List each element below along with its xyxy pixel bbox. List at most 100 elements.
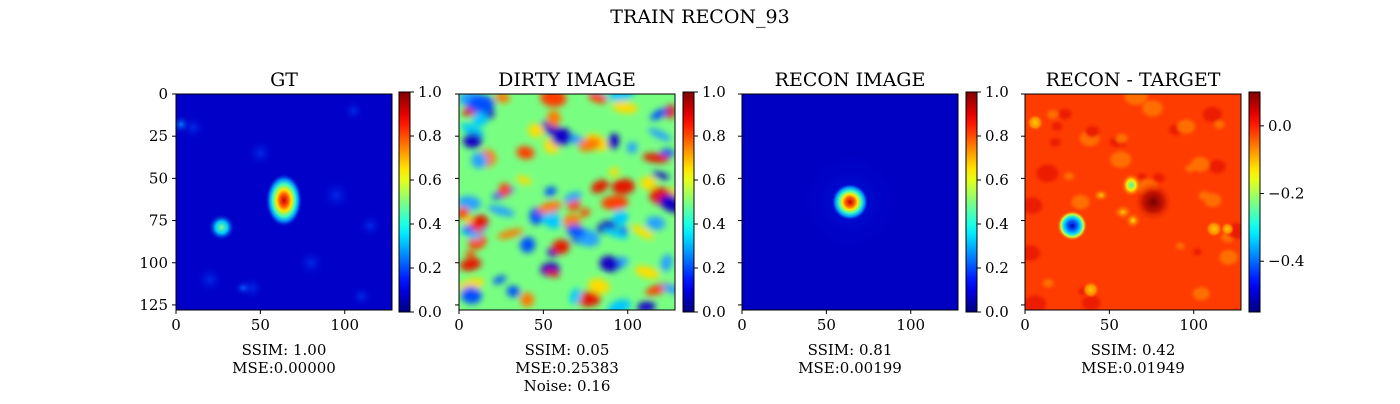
image-frame — [1024, 93, 1242, 311]
noise-blob — [459, 258, 482, 271]
colorbar-tick-label: 0.4 — [702, 215, 726, 233]
noise-blob — [473, 214, 489, 229]
under-estimate — [1121, 173, 1142, 197]
residual-blob — [1026, 114, 1044, 132]
metric-caption: MSE:0.01949 — [1081, 359, 1185, 377]
noise-blob — [540, 94, 567, 107]
noise-blob — [660, 254, 673, 272]
noise-blob — [492, 275, 507, 285]
noise-blob — [551, 128, 572, 147]
colorbar-tick-label: 0.0 — [418, 303, 442, 321]
metric-caption: MSE:0.00000 — [232, 359, 336, 377]
noise-blob — [506, 285, 520, 298]
noise-blob — [642, 153, 670, 163]
recon-source — [831, 183, 869, 221]
noise-blob — [659, 194, 675, 213]
colorbar-tick-label: −0.4 — [1268, 252, 1304, 270]
colorbar-tick-label: 0.8 — [702, 127, 726, 145]
noise-blob — [487, 205, 515, 217]
metric-caption: SSIM: 0.81 — [808, 341, 893, 359]
noise-blob — [601, 195, 629, 210]
primary-source — [265, 173, 303, 228]
metric-caption: MSE:0.00199 — [798, 359, 902, 377]
noise-blob — [520, 292, 535, 308]
noise-blob — [551, 239, 570, 255]
figure-suptitle: TRAIN RECON_93 — [610, 6, 790, 28]
colorbar — [1248, 91, 1261, 313]
under-estimate — [1124, 212, 1142, 229]
panel-title: DIRTY IMAGE — [498, 69, 636, 91]
x-tick-label: 100 — [896, 316, 925, 334]
x-tick-label: 50 — [1100, 316, 1119, 334]
background-blob — [295, 247, 327, 278]
colorbar — [965, 91, 978, 313]
noise-blob — [591, 179, 609, 194]
noise-blob — [607, 133, 620, 150]
x-tick-label: 50 — [251, 316, 270, 334]
panel-3: RECON IMAGE 0 50 100 0.0 0.2 0.4 0.6 0.8 1.0 SSIM:… — [737, 69, 1009, 377]
background-blob — [341, 99, 365, 123]
panel-title: RECON IMAGE — [775, 69, 926, 91]
image-frame — [741, 93, 959, 311]
noise-blob — [544, 269, 560, 278]
background-blob — [194, 264, 225, 295]
noise-blob — [516, 146, 535, 160]
residual-blob — [1092, 188, 1110, 202]
panel-1: GT 0 50 100 0 25 50 75 100 125 0.0 0.2 0.4 0.6 0.8 1.0 S… — [139, 69, 442, 377]
colorbar — [682, 91, 695, 313]
noise-blob — [661, 284, 675, 295]
noise-blob — [471, 152, 488, 169]
noise-blob — [634, 265, 660, 279]
colorbar-tick-label: −0.2 — [1268, 185, 1304, 203]
noise-blob — [579, 208, 591, 217]
noise-blob — [611, 178, 636, 195]
noise-blob — [459, 207, 469, 220]
x-tick-label: 50 — [817, 316, 836, 334]
noise-blob — [520, 236, 536, 253]
noise-blob — [626, 141, 638, 154]
noise-blob — [664, 104, 675, 119]
background-blob — [356, 212, 384, 240]
colorbar — [398, 91, 411, 313]
x-tick-label: 50 — [534, 316, 553, 334]
colorbar-tick-label: 1.0 — [985, 83, 1009, 101]
noise-blob — [459, 195, 482, 211]
y-tick-label: 50 — [149, 169, 168, 187]
noise-blob — [612, 209, 629, 227]
x-tick-label: 0 — [454, 316, 464, 334]
colorbar-tick-label: 0.6 — [418, 171, 442, 189]
panel-2: DIRTY IMAGE 0 50 100 0.0 0.2 0.4 0.6 0.8 1.0 SSIM:… — [454, 69, 726, 395]
noise-blob — [497, 228, 524, 239]
noise-blob — [612, 101, 638, 114]
panel-4: RECON - TARGET 0 50 100 0.0 −0.2 −0.4 SSIM: 0.4… — [1020, 69, 1304, 377]
noise-blob — [588, 94, 607, 104]
panel-title: GT — [270, 69, 298, 91]
noise-blob — [646, 216, 666, 231]
x-tick-label: 0 — [1020, 316, 1030, 334]
noise-blob — [564, 191, 582, 203]
noise-blob — [466, 95, 495, 113]
x-tick-label: 100 — [1179, 316, 1208, 334]
x-tick-label: 100 — [330, 316, 359, 334]
background-blob — [319, 178, 354, 213]
noise-blob — [651, 171, 670, 180]
noise-blob — [465, 250, 476, 258]
colorbar-tick-label: 0.0 — [1268, 117, 1292, 135]
metric-caption: SSIM: 1.00 — [242, 341, 327, 359]
noise-blob — [463, 132, 483, 149]
background-blob — [349, 284, 374, 309]
colorbar-tick-label: 0.4 — [985, 215, 1009, 233]
metric-caption: Noise: 0.16 — [524, 377, 611, 395]
colorbar-tick-label: 0.2 — [985, 259, 1009, 277]
background-blob — [245, 137, 276, 169]
colorbar-tick-label: 0.8 — [985, 127, 1009, 145]
noise-blob — [631, 224, 654, 240]
noise-blob — [498, 183, 511, 197]
y-tick-label: 125 — [139, 296, 168, 314]
colorbar-tick-label: 0.6 — [702, 171, 726, 189]
x-tick-label: 100 — [613, 316, 642, 334]
edge-blob — [176, 114, 192, 135]
colorbar-tick-label: 0.8 — [418, 127, 442, 145]
